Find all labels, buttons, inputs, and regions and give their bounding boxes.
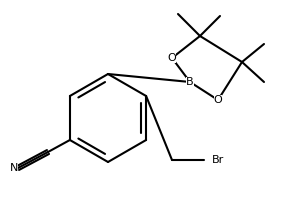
Text: B: B: [186, 77, 194, 87]
Text: N: N: [10, 163, 18, 173]
Text: O: O: [214, 95, 222, 105]
Text: O: O: [168, 53, 176, 63]
Text: Br: Br: [212, 155, 224, 165]
